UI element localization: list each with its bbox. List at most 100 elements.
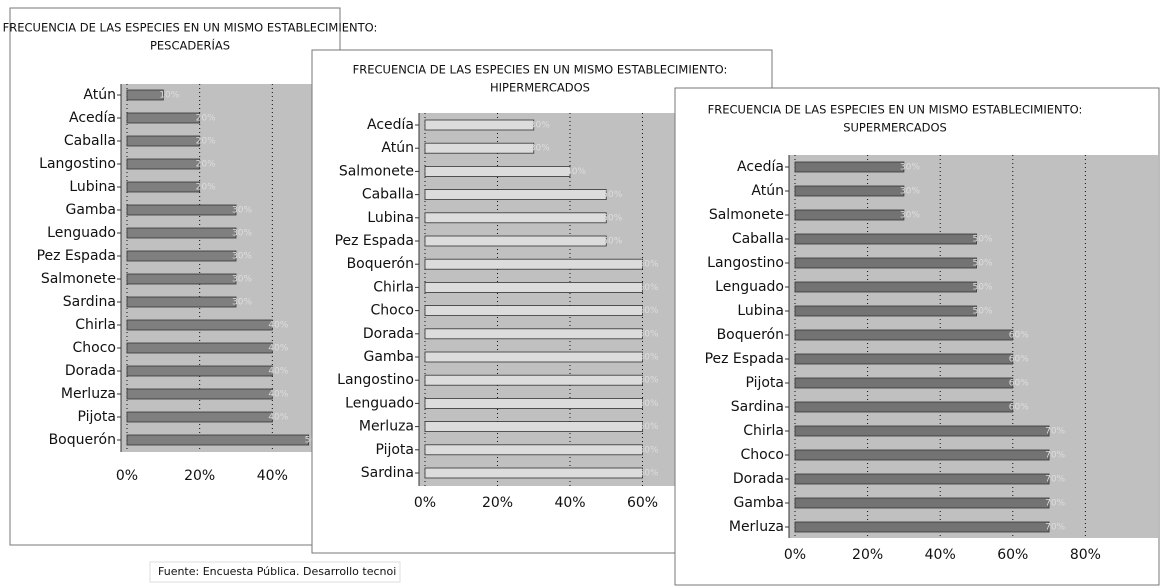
bar: [424, 212, 607, 224]
bar: [424, 258, 643, 270]
bar: [794, 353, 1014, 365]
bar: [424, 467, 643, 479]
x-tick-label: 0%: [116, 468, 138, 484]
bar: [424, 189, 607, 201]
y-tick-label: Caballa: [732, 231, 784, 247]
x-tick-label: 0%: [784, 547, 806, 563]
y-tick-label: Choco: [741, 447, 784, 463]
value-label: 50%: [973, 259, 993, 269]
x-tick-label: 80%: [1070, 547, 1101, 563]
bar: [424, 421, 643, 433]
x-tick-label: 0%: [414, 495, 436, 511]
value-label: 70%: [1045, 523, 1065, 533]
value-label: 10%: [159, 91, 179, 101]
bar: [424, 235, 607, 247]
bar: [424, 281, 643, 293]
value-label: 70%: [1045, 427, 1065, 437]
y-tick-label: Chirla: [75, 317, 116, 333]
value-label: 70%: [1045, 475, 1065, 485]
y-tick-label: Dorada: [363, 326, 414, 342]
bar: [126, 135, 201, 147]
bar: [126, 342, 273, 354]
value-label: 20%: [196, 183, 216, 193]
value-label: 60%: [639, 445, 659, 455]
value-label: 40%: [566, 167, 586, 177]
y-tick-label: Chirla: [373, 279, 414, 295]
bar: [126, 227, 237, 239]
y-tick-label: Choco: [73, 340, 116, 356]
bar: [424, 119, 535, 131]
bar: [794, 473, 1050, 485]
x-tick-label: 20%: [482, 495, 513, 511]
bar: [126, 296, 237, 308]
value-label: 30%: [900, 163, 920, 173]
value-label: 40%: [268, 413, 288, 423]
y-tick-label: Lenguado: [345, 395, 414, 411]
value-label: 60%: [639, 376, 659, 386]
value-label: 50%: [602, 237, 622, 247]
bar: [794, 161, 905, 173]
y-tick-label: Pijota: [77, 409, 116, 425]
bar: [126, 365, 273, 377]
value-label: 30%: [232, 206, 252, 216]
bar: [126, 388, 273, 400]
value-label: 60%: [1009, 331, 1029, 341]
y-tick-label: Pijota: [745, 375, 784, 391]
bar: [794, 377, 1014, 389]
bar: [794, 449, 1050, 461]
bar: [126, 89, 164, 101]
value-label: 60%: [639, 469, 659, 479]
y-tick-label: Pijota: [375, 442, 414, 458]
y-tick-label: Salmonete: [709, 207, 784, 223]
x-tick-label: 20%: [852, 547, 883, 563]
chart-title: FRECUENCIA DE LAS ESPECIES EN UN MISMO E…: [708, 103, 1083, 117]
value-label: 70%: [1045, 499, 1065, 509]
y-tick-label: Dorada: [65, 363, 116, 379]
y-tick-label: Gamba: [65, 202, 116, 218]
value-label: 20%: [196, 160, 216, 170]
y-tick-label: Pez Espada: [705, 351, 784, 367]
bar: [794, 521, 1050, 533]
y-tick-label: Boquerón: [717, 327, 784, 343]
bar: [424, 351, 643, 363]
source-text: Fuente: Encuesta Pública. Desarrollo tec…: [158, 565, 396, 578]
value-label: 60%: [639, 422, 659, 432]
y-tick-label: Boquerón: [347, 256, 414, 272]
value-label: 30%: [232, 252, 252, 262]
chart: FRECUENCIA DE LAS ESPECIES EN UN MISMO E…: [3, 7, 377, 546]
bar: [794, 305, 977, 317]
value-label: 30%: [232, 298, 252, 308]
value-label: 50%: [973, 283, 993, 293]
y-tick-label: Pez Espada: [37, 248, 116, 264]
value-label: 60%: [639, 399, 659, 409]
bar: [126, 273, 237, 285]
x-tick-label: 40%: [554, 495, 585, 511]
value-label: 60%: [639, 283, 659, 293]
bar: [794, 233, 977, 245]
y-tick-label: Atún: [381, 140, 414, 156]
value-label: 30%: [900, 211, 920, 221]
value-label: 60%: [639, 306, 659, 316]
value-label: 30%: [232, 229, 252, 239]
bar: [126, 181, 201, 193]
value-label: 70%: [1045, 451, 1065, 461]
y-tick-label: Lubina: [69, 179, 116, 195]
value-label: 60%: [1009, 379, 1029, 389]
value-label: 60%: [1009, 403, 1029, 413]
x-tick-label: 40%: [925, 547, 956, 563]
value-label: 20%: [196, 114, 216, 124]
value-label: 50%: [602, 213, 622, 223]
value-label: 60%: [639, 260, 659, 270]
bar: [794, 209, 905, 221]
bar: [126, 250, 237, 262]
bar: [424, 444, 643, 456]
y-tick-label: Boquerón: [49, 432, 116, 448]
bar: [424, 397, 643, 409]
y-tick-label: Acedía: [69, 110, 116, 126]
y-tick-label: Acedía: [737, 159, 784, 175]
y-tick-label: Dorada: [733, 471, 784, 487]
value-label: 40%: [268, 390, 288, 400]
y-tick-label: Choco: [371, 303, 414, 319]
bar: [794, 497, 1050, 509]
bar: [424, 374, 643, 386]
